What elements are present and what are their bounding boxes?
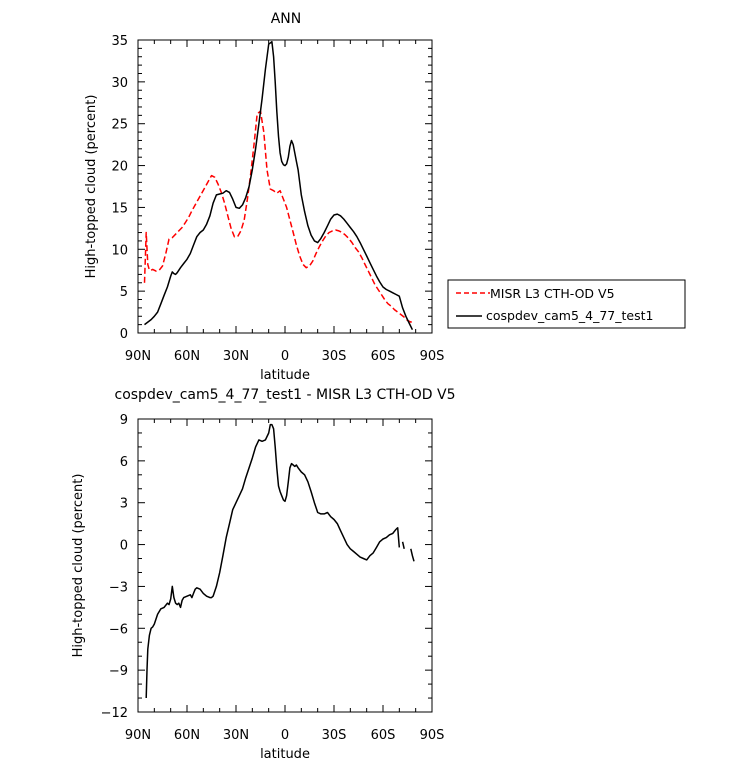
- bottom-panel-x-tick-label: 30S: [322, 728, 347, 743]
- bottom-panel-y-tick-label: 3: [120, 497, 128, 512]
- bottom-panel: cospdev_cam5_4_77_test1 - MISR L3 CTH-OD…: [71, 387, 455, 762]
- top-panel-y-tick-label: 15: [111, 201, 128, 216]
- legend-frame: [447, 279, 686, 329]
- bottom-panel-x-tick-label: 60N: [174, 728, 200, 743]
- top-panel-x-tick-label: 60S: [371, 349, 396, 364]
- bottom-panel-x-tick-label: 30N: [223, 728, 249, 743]
- top-panel-y-tick-label: 0: [120, 327, 128, 342]
- top-panel-series-line-1: [144, 40, 414, 331]
- top-panel-y-tick-label: 20: [111, 160, 128, 175]
- top-panel-y-axis-label: High-topped cloud (percent): [84, 95, 99, 279]
- bottom-panel-y-tick-label: 6: [120, 455, 128, 470]
- top-panel-y-tick-label: 30: [111, 76, 128, 91]
- top-panel-x-tick-label: 30S: [322, 349, 347, 364]
- top-panel-x-tick-label: 90S: [420, 349, 445, 364]
- top-panel: ANN 90N 60N 30N 0 30S 60S 90S 0 5 10 15 20 25 30 35 la…: [84, 11, 444, 383]
- bottom-panel-x-tick-label: 90S: [420, 728, 445, 743]
- top-panel-y-tick-label: 25: [111, 118, 128, 133]
- bottom-panel-x-tick-label: 90N: [125, 728, 151, 743]
- bottom-panel-series-line-1: [395, 527, 401, 548]
- bottom-panel-series-line-3: [410, 548, 415, 562]
- top-panel-x-tick-label: 30N: [223, 349, 249, 364]
- top-panel-series: [143, 40, 415, 331]
- bottom-panel-x-tick-label: 60S: [371, 728, 396, 743]
- bottom-panel-x-tick-label: 0: [281, 728, 289, 743]
- bottom-panel-x-axis-label: latitude: [260, 747, 310, 762]
- legend-label-misr: MISR L3 CTH-OD V5: [490, 286, 615, 301]
- bottom-panel-y-tick-label: −3: [109, 580, 128, 595]
- top-panel-x-tick-label: 0: [281, 349, 289, 364]
- top-panel-y-tick-label: 35: [111, 34, 128, 49]
- bottom-panel-y-tick-label: 0: [120, 539, 128, 554]
- bottom-panel-title: cospdev_cam5_4_77_test1 - MISR L3 CTH-OD…: [115, 387, 456, 403]
- top-panel-x-axis-label: latitude: [260, 368, 310, 383]
- bottom-panel-y-tick-label: 9: [120, 413, 128, 428]
- top-panel-x-tick-label: 90N: [125, 349, 151, 364]
- bottom-panel-y-tick-label: −9: [109, 664, 128, 679]
- bottom-panel-y-axis-label: High-topped cloud (percent): [71, 474, 86, 658]
- top-panel-title: ANN: [271, 11, 302, 27]
- bottom-panel-frame: [137, 418, 433, 713]
- bottom-panel-series: [145, 423, 415, 699]
- legend-label-cospdev: cospdev_cam5_4_77_test1: [486, 308, 653, 323]
- bottom-panel-ticks: 90N 60N 30N 0 30S 60S 90S −12 −9 −6 −3 0 3 6 9: [101, 413, 445, 743]
- legend: MISR L3 CTH-OD V5 cospdev_cam5_4_77_test…: [447, 279, 686, 329]
- top-panel-frame: [137, 39, 433, 334]
- top-panel-y-tick-label: 5: [120, 285, 128, 300]
- bottom-panel-y-tick-label: −12: [101, 706, 128, 721]
- bottom-panel-y-tick-label: −6: [109, 622, 128, 637]
- top-panel-ticks: 90N 60N 30N 0 30S 60S 90S 0 5 10 15 20 25 30 35: [111, 34, 444, 364]
- bottom-panel-series-line-2: [401, 541, 405, 549]
- top-panel-x-tick-label: 60N: [174, 349, 200, 364]
- top-panel-y-tick-label: 10: [111, 243, 128, 258]
- bottom-panel-series-line-0: [145, 423, 397, 699]
